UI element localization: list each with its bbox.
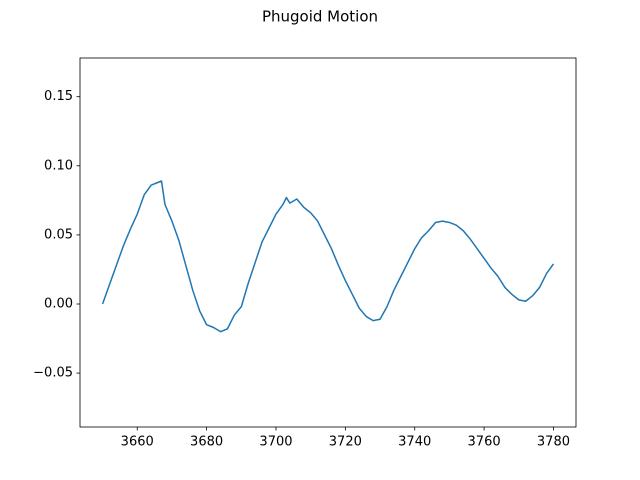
chart-title: Phugoid Motion [262,8,378,26]
x-tick-label: 3720 [329,435,362,450]
x-tick-label: 3760 [468,435,501,450]
x-tick-label: 3680 [190,435,223,450]
x-tick-label: 3660 [121,435,154,450]
y-tick-label: 0.05 [44,227,73,242]
y-tick-label: 0.15 [44,89,73,104]
y-tick-label: 0.00 [44,297,73,312]
line-series [101,180,555,333]
x-tick-label: 3740 [398,435,431,450]
x-tick-label: 3780 [537,435,570,450]
plot-frame [79,57,577,428]
y-tick-label: 0.10 [44,158,73,173]
y-tick-label: −0.05 [33,366,73,381]
x-tick-label: 3700 [259,435,292,450]
